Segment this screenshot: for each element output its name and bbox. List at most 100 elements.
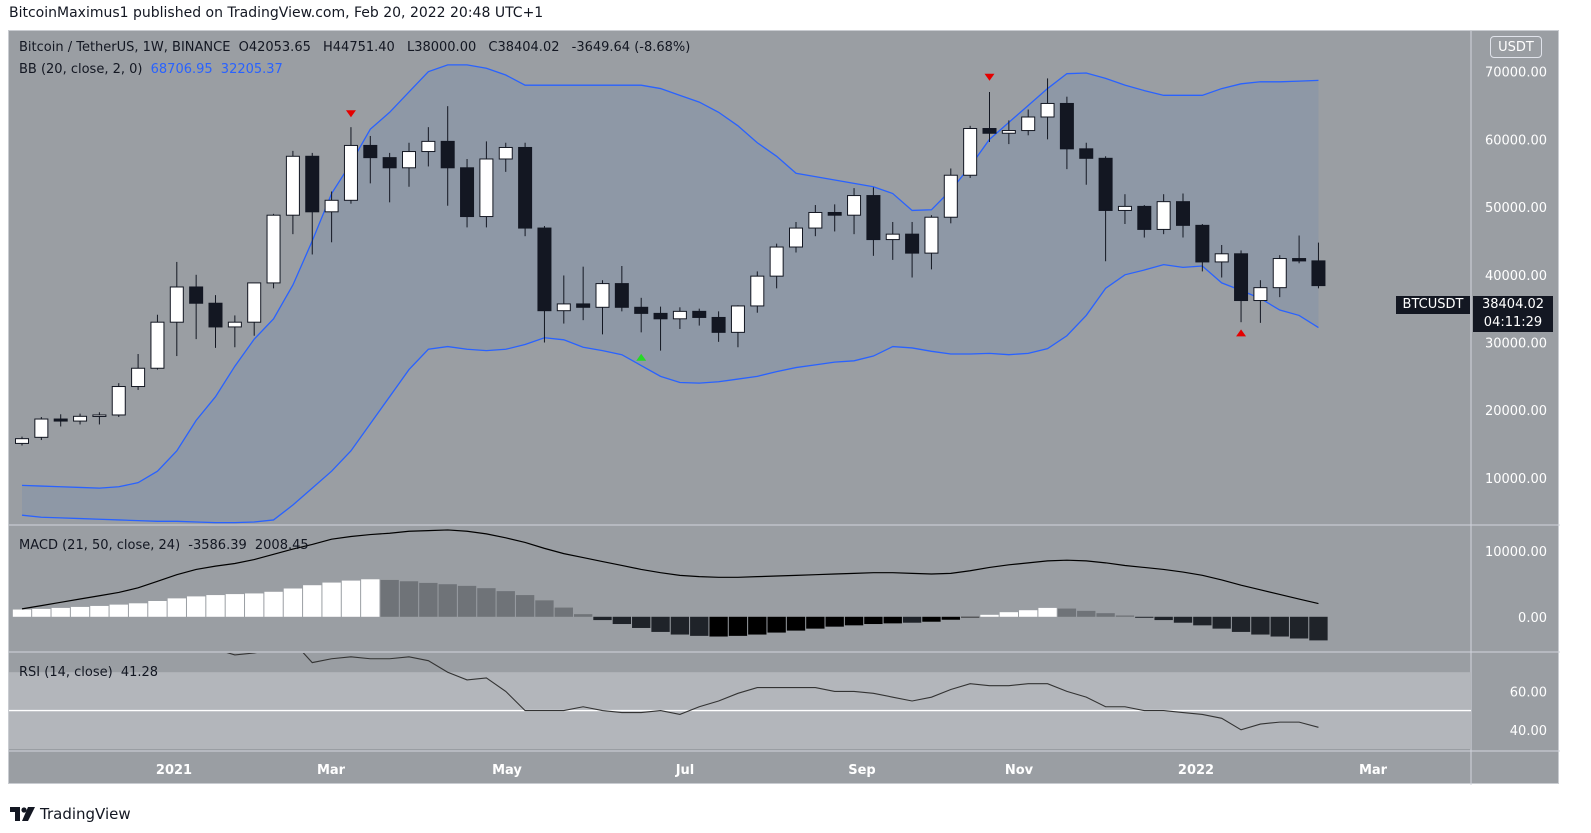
candle [1156, 201, 1171, 230]
footer-brand[interactable]: TradingView [10, 805, 131, 823]
macd-histogram-bar [12, 609, 32, 617]
macd-histogram-bar [303, 585, 322, 617]
candle [111, 386, 126, 416]
candle [92, 414, 107, 417]
macd-histogram-bar [206, 595, 225, 617]
price-axis-label: 30000.00 [1485, 337, 1547, 352]
macd-legend: MACD (21, 50, close, 24) -3586.39 2008.4… [19, 538, 313, 553]
low-value: 38000.00 [414, 40, 477, 55]
macd-histogram-bar [670, 616, 690, 635]
candle [595, 283, 610, 308]
candle [905, 233, 920, 254]
macd-histogram-bar [864, 616, 883, 625]
candle [808, 211, 823, 229]
macd-histogram-bar [1173, 616, 1193, 623]
macd-histogram-bar [438, 584, 457, 617]
currency-button[interactable]: USDT [1490, 36, 1542, 58]
macd-histogram-bar [1251, 616, 1270, 635]
bb-lower-value: 32205.37 [220, 62, 283, 77]
price-axis-label: 50000.00 [1485, 201, 1547, 216]
open-label: O [238, 40, 249, 55]
candle [150, 321, 165, 369]
bollinger-upper-line [21, 64, 1319, 489]
price-tag-value: 38404.02 [1473, 296, 1553, 314]
macd-histogram-bar [535, 600, 554, 617]
candle [324, 199, 339, 213]
macd-histogram-bar [1096, 613, 1115, 617]
time-axis-label: 2022 [1178, 763, 1214, 778]
buy-marker-icon [636, 353, 647, 361]
price-axis-label: 40000.00 [1485, 269, 1547, 284]
macd-signal-line [21, 529, 1319, 610]
chart-canvas[interactable]: 10000.00 20000.00 30000.00 40000.00 50000.00… [9, 31, 1560, 785]
candle [518, 146, 533, 229]
rsi-axis-label: 60.00 [1510, 685, 1547, 700]
candle [440, 140, 455, 169]
rsi-legend: RSI (14, close) 41.28 [19, 665, 162, 680]
macd-histogram-bar [786, 616, 806, 631]
bb-legend: BB (20, close, 2, 0) 68706.95 32205.37 [19, 62, 287, 77]
candle [634, 306, 649, 314]
candle [692, 310, 707, 318]
candle [827, 211, 842, 216]
macd-histogram-bar [1193, 616, 1212, 626]
time-axis-label: Mar [1359, 763, 1388, 778]
chart-frame[interactable]: 10000.00 20000.00 30000.00 40000.00 50000.00… [8, 30, 1560, 785]
candle [556, 303, 571, 312]
candle [1098, 157, 1113, 211]
macd-histogram-bar [186, 596, 206, 617]
candle [614, 283, 629, 308]
macd-histogram-bar [1309, 616, 1328, 641]
bb-label: BB (20, close, 2, 0) [19, 62, 143, 77]
macd-axis-label: 10000.00 [1485, 545, 1547, 560]
candle [15, 438, 29, 444]
candle [460, 167, 475, 218]
macd-histogram-bar [806, 616, 825, 629]
rsi-axis-label: 40.00 [1510, 724, 1547, 739]
candle [1079, 148, 1094, 159]
rsi-label: RSI (14, close) [19, 665, 113, 680]
macd-histogram-bar [573, 614, 593, 617]
candle [382, 157, 397, 169]
time-axis-label: 2021 [156, 763, 192, 778]
candle [169, 286, 184, 323]
macd-histogram-bar [70, 606, 90, 617]
macd-label: MACD (21, 50, close, 24) [19, 538, 181, 553]
price-axis-label: 70000.00 [1485, 66, 1547, 81]
macd-histogram-bar [361, 579, 380, 617]
time-axis-label: Jul [675, 763, 695, 778]
candle [1001, 130, 1016, 134]
candle [402, 151, 416, 169]
macd-histogram-bar [283, 588, 303, 617]
bb-upper-value: 68706.95 [150, 62, 213, 77]
macd-histogram-bar [264, 591, 283, 617]
macd-histogram-bar [1135, 616, 1154, 618]
macd-histogram-bar [128, 603, 148, 617]
sell-marker-icon [984, 73, 995, 81]
candle [34, 418, 49, 438]
macd-histogram-bar [419, 582, 438, 617]
price-axis-label: 20000.00 [1485, 404, 1547, 419]
low-label: L [406, 40, 415, 55]
candle [1311, 260, 1326, 287]
macd-histogram-bar [380, 579, 399, 617]
candle [789, 227, 803, 248]
candle [1176, 201, 1190, 226]
candle [885, 233, 900, 241]
price-axis-label: 10000.00 [1485, 472, 1547, 487]
candle [343, 144, 358, 201]
macd-histogram-bar [477, 588, 496, 617]
candle [576, 303, 591, 308]
candle [1253, 287, 1268, 302]
high-label: H [323, 40, 333, 55]
candle [189, 286, 204, 304]
macd-histogram-bar [457, 585, 477, 617]
macd-histogram-bar [399, 581, 419, 617]
candle [847, 195, 862, 216]
macd-histogram-bar [554, 607, 573, 617]
macd-histogram-bar [902, 616, 922, 623]
time-axis-label: Mar [317, 763, 346, 778]
price-legend: Bitcoin / TetherUS, 1W, BINANCE O42053.6… [19, 40, 694, 55]
candle [1059, 102, 1074, 150]
macd-histogram-bar [632, 616, 651, 628]
